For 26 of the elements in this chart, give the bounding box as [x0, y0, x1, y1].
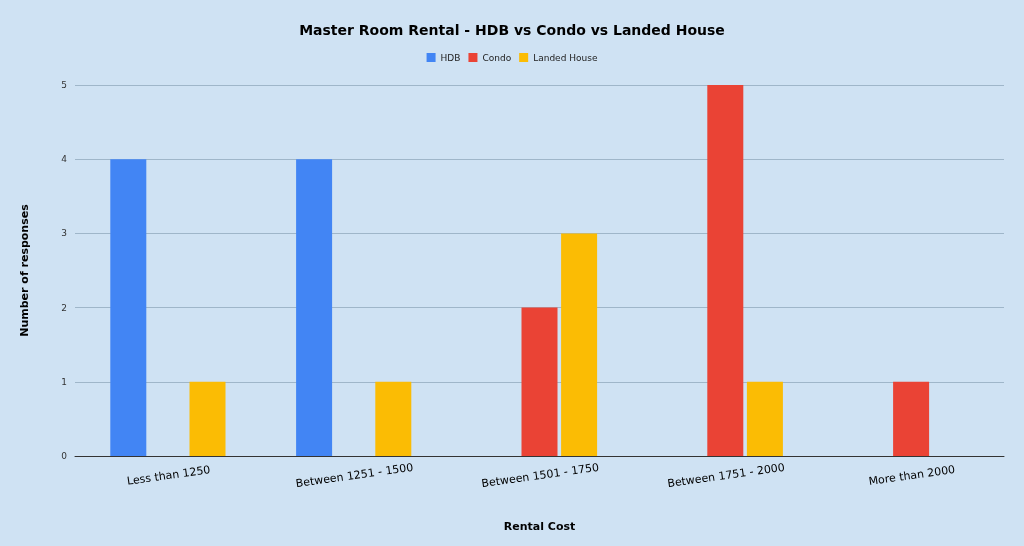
- bar: [296, 159, 333, 456]
- x-tick-label: More than 2000: [867, 462, 956, 488]
- y-tick-label: 3: [61, 228, 67, 239]
- bar: [375, 381, 412, 456]
- bar: [521, 307, 558, 456]
- bar: [707, 85, 744, 456]
- y-axis-title: Number of responses: [18, 203, 31, 337]
- bar: [746, 381, 783, 456]
- bar: [893, 381, 930, 456]
- chart-title: Master Room Rental - HDB vs Condo vs Landed House: [299, 22, 725, 38]
- legend-label: HDB: [440, 52, 461, 63]
- bar: [110, 159, 147, 456]
- x-tick-label: Between 1501 - 1750: [480, 460, 600, 491]
- x-tick-label: Between 1751 - 2000: [666, 460, 786, 491]
- x-tick-label: Between 1251 - 1500: [294, 460, 414, 491]
- legend-label: Landed House: [533, 52, 598, 63]
- y-tick-label: 2: [61, 302, 67, 313]
- y-tick-label: 4: [61, 154, 68, 165]
- y-tick-label: 5: [61, 80, 67, 90]
- x-tick-label: Less than 1250: [126, 463, 212, 488]
- y-tick-label: 0: [61, 451, 68, 461]
- x-axis-title: Rental Cost: [503, 520, 576, 533]
- bar: [561, 233, 598, 456]
- bar: [189, 381, 226, 456]
- legend-label: Condo: [482, 52, 512, 63]
- y-tick-label: 1: [61, 376, 67, 387]
